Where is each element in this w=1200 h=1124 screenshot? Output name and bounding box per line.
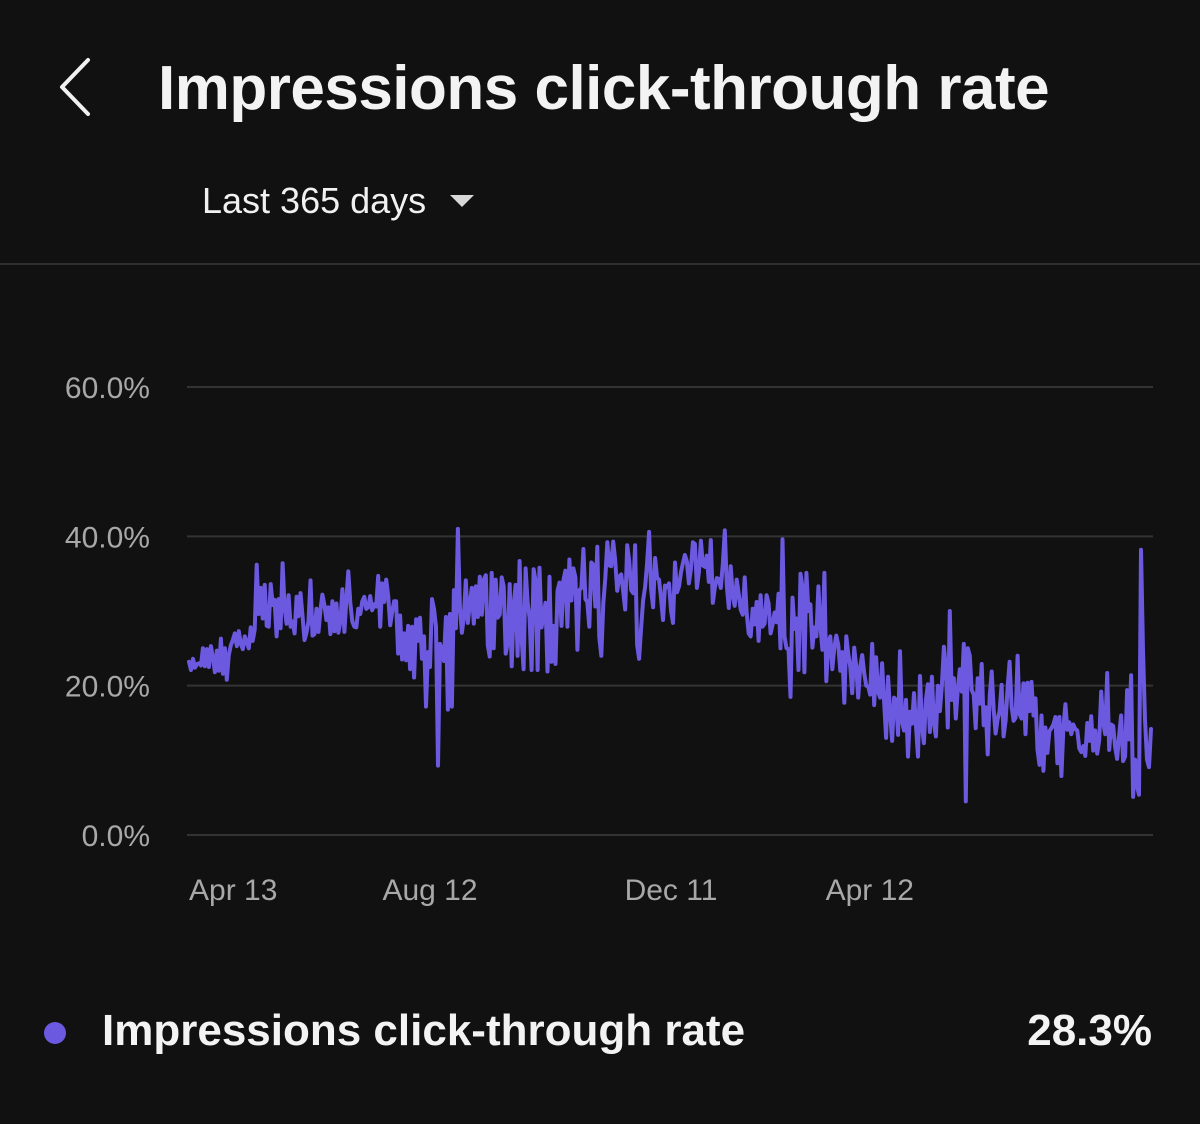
y-tick-label: 60.0% <box>65 372 150 405</box>
series-line-ctr <box>187 526 1153 804</box>
x-tick-label: Apr 12 <box>826 874 914 907</box>
chevron-left-icon <box>60 58 90 116</box>
x-tick-label: Aug 12 <box>382 874 477 907</box>
legend: Impressions click-through rate 28.3% <box>0 1000 1200 1070</box>
caret-down-icon <box>450 195 475 207</box>
date-range-label: Last 365 days <box>202 180 427 221</box>
legend-series-value: 28.3% <box>1027 1006 1152 1055</box>
x-tick-label: Dec 11 <box>625 874 718 907</box>
page-title: Impressions click-through rate <box>158 54 1050 123</box>
y-tick-label: 40.0% <box>65 521 150 554</box>
ctr-line-chart: 0.0% 20.0% 40.0% 60.0% Apr 13 Aug 12 Dec 11 Apr… <box>65 372 1153 907</box>
x-tick-label: Apr 13 <box>189 874 277 907</box>
date-range-dropdown[interactable]: Last 365 days <box>202 176 476 226</box>
back-button[interactable] <box>50 52 110 122</box>
header: Impressions click-through rate Last 365 … <box>0 0 1200 264</box>
legend-series-label: Impressions click-through rate <box>102 1006 746 1055</box>
legend-series-dot <box>44 1022 66 1044</box>
header-divider <box>0 263 1200 265</box>
y-tick-label: 0.0% <box>82 820 150 853</box>
y-tick-label: 20.0% <box>65 671 150 704</box>
